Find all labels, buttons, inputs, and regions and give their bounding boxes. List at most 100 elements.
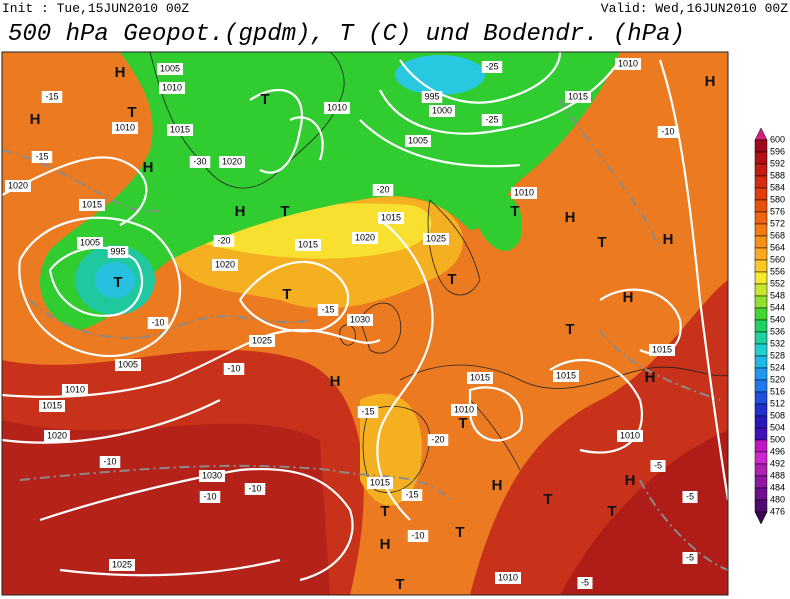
label-box [41, 91, 63, 103]
label-box [317, 304, 339, 316]
label-box [244, 483, 266, 495]
pressure-center: H [565, 209, 576, 226]
map-frame [1, 51, 729, 596]
pressure-center: T [395, 576, 404, 593]
colorbar-cell [754, 331, 768, 345]
colorbar-label: 572 [770, 218, 785, 228]
colorbar-label: 544 [770, 302, 785, 312]
contour-label: -15 [405, 489, 418, 499]
label-box [324, 102, 350, 114]
contour-label: 1025 [252, 335, 272, 345]
colorbar-label: 588 [770, 170, 785, 180]
colorbar-cell [754, 403, 768, 417]
pressure-center: H [235, 203, 246, 220]
colorbar-cell [754, 391, 768, 405]
field-green [40, 52, 620, 330]
pressure-center: T [260, 91, 269, 108]
colorbar-cell [754, 307, 768, 321]
label-box [107, 246, 129, 258]
map-labels: HTHH1010-15-151020101510051010T10151020-… [5, 58, 715, 593]
colorbar-cell [754, 283, 768, 297]
contour-label: -15 [35, 151, 48, 161]
colorbar-label: 520 [770, 374, 785, 384]
temperature-isotherms [2, 99, 728, 571]
contour-label: -10 [103, 456, 116, 466]
label-box [147, 317, 169, 329]
colorbar-cell [754, 187, 768, 201]
contour-label: -20 [431, 434, 444, 444]
pressure-center: T [458, 415, 467, 432]
label-box [378, 212, 404, 224]
label-box [407, 530, 429, 542]
contour-label: 1005 [160, 63, 180, 73]
contour-label: 1020 [8, 180, 28, 190]
label-box [372, 184, 394, 196]
colorbar-cell [754, 367, 768, 381]
colorbar-cell [754, 319, 768, 333]
contour-label: -15 [321, 304, 334, 314]
label-box [219, 156, 245, 168]
label-box [367, 477, 393, 489]
contour-label: -20 [376, 184, 389, 194]
colorbar-cell [754, 415, 768, 429]
coast-greenland [149, 52, 345, 189]
label-box [423, 233, 449, 245]
contour-label: 1030 [202, 470, 222, 480]
isobars-north [359, 52, 621, 168]
colorbar-label: 564 [770, 242, 785, 252]
colorbar-label: 512 [770, 398, 785, 408]
contour-label: -10 [661, 126, 674, 136]
label-box [617, 430, 643, 442]
label-box [352, 232, 378, 244]
colorbar-label: 560 [770, 254, 785, 264]
colorbar-cell [754, 259, 768, 273]
contour-label: 1015 [568, 91, 588, 101]
pressure-center: T [510, 203, 519, 220]
label-box [421, 91, 443, 103]
contour-label: 1015 [470, 372, 490, 382]
contour-label: 995 [110, 246, 125, 256]
label-box [615, 58, 641, 70]
colorbar-cell [754, 235, 768, 249]
pressure-center: H [663, 231, 674, 248]
pressure-center: H [705, 73, 716, 90]
pressure-center: T [282, 286, 291, 303]
colorbar-label: 600 [770, 134, 785, 144]
label-box [99, 456, 121, 468]
colorbar-label: 536 [770, 326, 785, 336]
contour-label: 995 [424, 91, 439, 101]
label-box [213, 235, 235, 247]
colorbar-cell [754, 343, 768, 357]
colorbar-label: 548 [770, 290, 785, 300]
label-box [481, 61, 503, 73]
colorbar-label: 488 [770, 470, 785, 480]
colorbar-label: 532 [770, 338, 785, 348]
contour-label: -15 [45, 91, 58, 101]
contour-label: 1020 [215, 259, 235, 269]
colorbar-cap-bottom [754, 511, 768, 525]
contour-label: -5 [686, 491, 694, 501]
colorbar-cell [754, 151, 768, 165]
colorbar-cell [754, 139, 768, 153]
contour-label: -30 [193, 156, 206, 166]
colorbar-label: 516 [770, 386, 785, 396]
pressure-center: T [113, 274, 122, 291]
contour-label: -10 [151, 317, 164, 327]
label-box [212, 259, 238, 271]
label-box [167, 124, 193, 136]
label-box [249, 335, 275, 347]
pressure-center: H [330, 373, 341, 390]
pressure-center: H [380, 536, 391, 553]
pressure-center: H [645, 369, 656, 386]
label-box [115, 359, 141, 371]
pressure-center: H [492, 477, 503, 494]
label-box [109, 559, 135, 571]
label-box [112, 122, 138, 134]
pressure-center: T [380, 503, 389, 520]
isobars-greenland [249, 88, 324, 174]
contour-label: -5 [654, 460, 662, 470]
contour-label: 1010 [620, 430, 640, 440]
colorbar-label: 484 [770, 482, 785, 492]
contour-label: 1010 [618, 58, 638, 68]
